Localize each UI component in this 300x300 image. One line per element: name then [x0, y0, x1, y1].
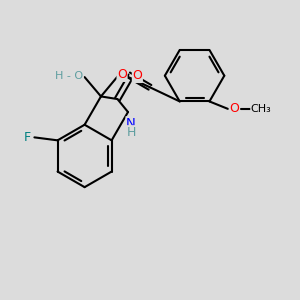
- Text: H: H: [126, 126, 136, 139]
- Text: H - O: H - O: [55, 70, 83, 81]
- Text: O: O: [132, 69, 142, 82]
- Text: O: O: [117, 68, 127, 81]
- Text: CH₃: CH₃: [251, 104, 272, 114]
- Text: O: O: [230, 102, 239, 116]
- Text: N: N: [126, 117, 136, 130]
- Text: F: F: [23, 131, 31, 144]
